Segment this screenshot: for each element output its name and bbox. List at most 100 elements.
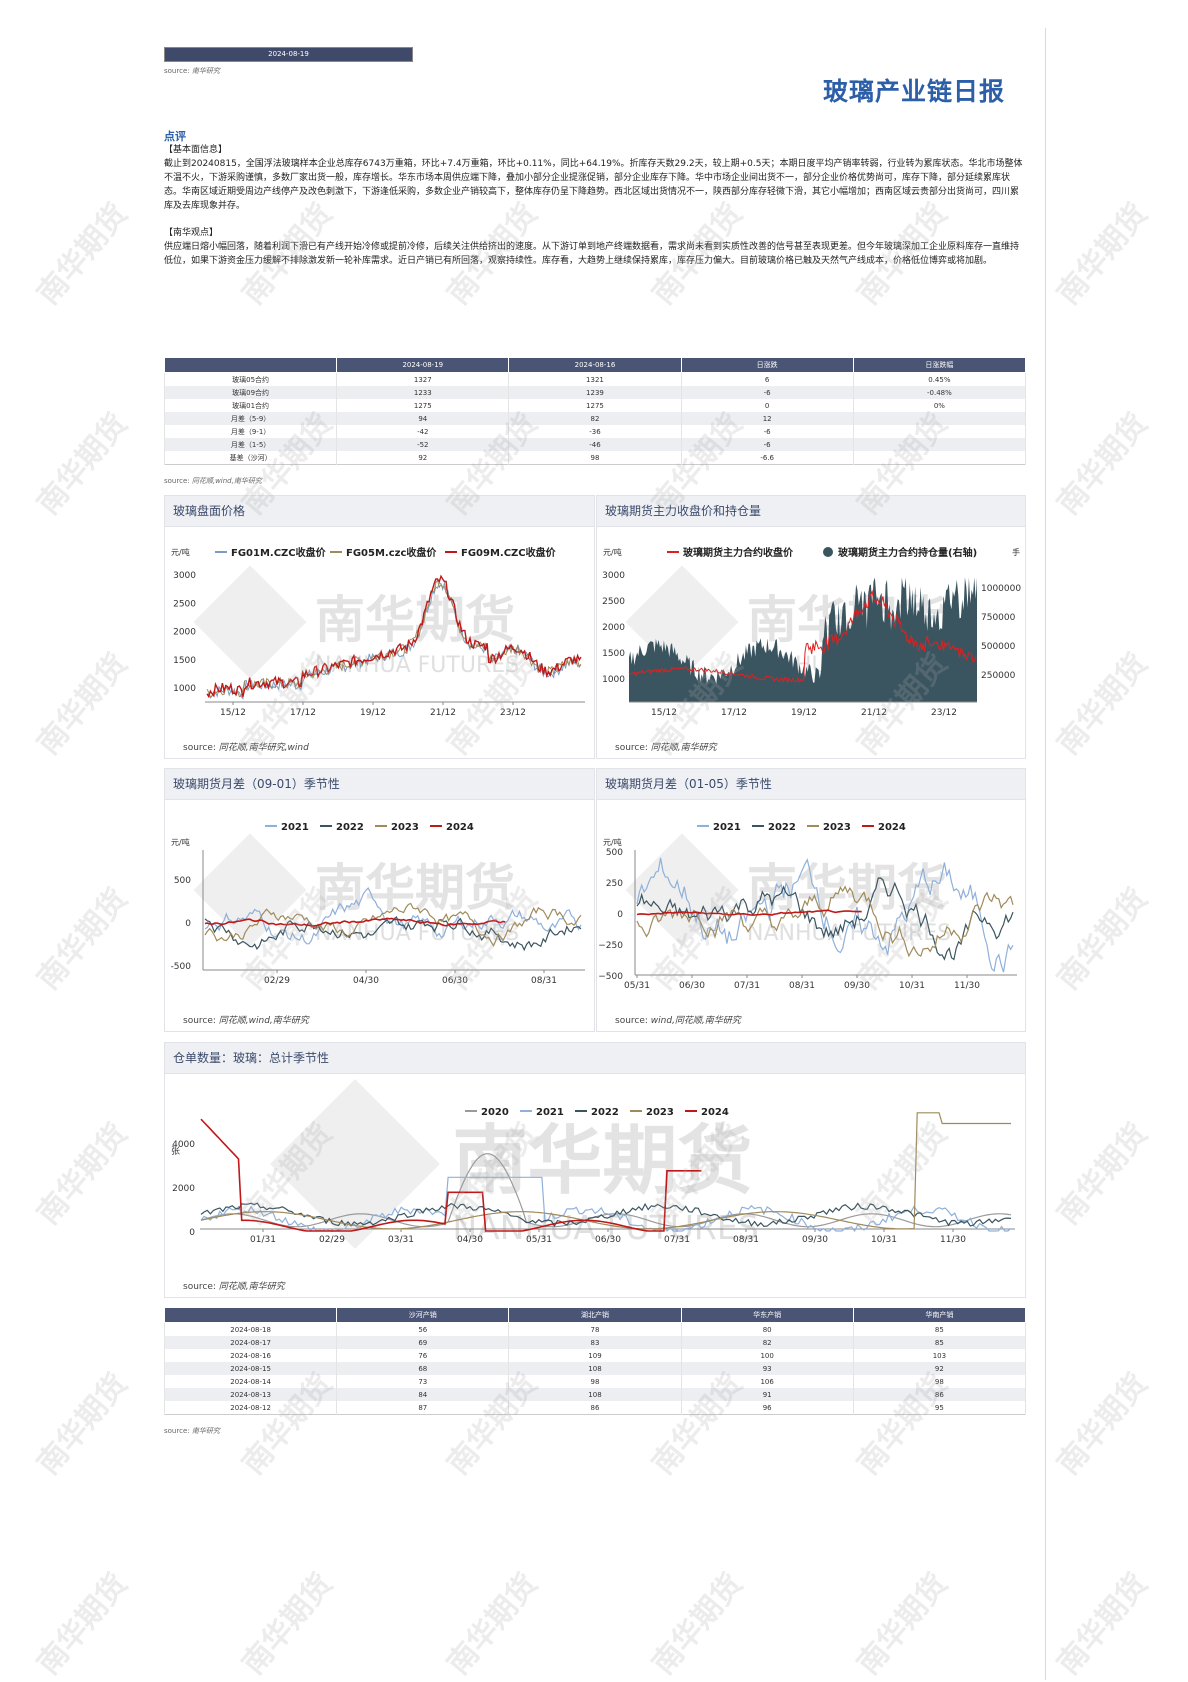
column-header: [163, 1307, 338, 1323]
y-axis-unit-right: 手: [1012, 547, 1020, 557]
table-cell: 73: [336, 1375, 510, 1388]
watermark-logo-mark: [193, 565, 307, 679]
x-tick-label: 21/12: [861, 708, 887, 718]
legend-label: 2024: [446, 822, 474, 833]
price-table-row: 基差（沙河） 92 98 -6.6: [163, 451, 1027, 465]
table-cell: 108: [508, 1388, 682, 1401]
table-cell: 85: [852, 1322, 1027, 1336]
legend-label: FG05M.czc收盘价: [346, 546, 437, 559]
table-cell: 6: [680, 372, 854, 386]
sales-table-row: 2024-08-17 69 83 82 85: [163, 1336, 1027, 1349]
basic-info-text: 截止到20240815，全国浮法玻璃样本企业总库存6743万重箱，环比+7.4万…: [164, 159, 1023, 211]
table-cell: 82: [508, 412, 682, 425]
table-cell: 2024-08-17: [163, 1336, 338, 1349]
x-tick-label: 23/12: [931, 708, 957, 718]
table-cell: 98: [508, 1375, 682, 1388]
table-cell: 2024-08-13: [163, 1388, 338, 1401]
y-tick-label: 500: [174, 876, 191, 886]
price-series-line: [206, 574, 582, 699]
y-tick-label: 2000: [173, 628, 196, 638]
price-table: 2024-08-19 2024-08-16 日涨跌 日涨跌幅 玻璃05合约 1327 132…: [163, 357, 1027, 465]
source-name: 同花顺,南华研究: [650, 743, 717, 753]
y-tick-label: -500: [171, 962, 192, 972]
legend-label: 玻璃期货主力合约收盘价: [683, 546, 794, 559]
panel-spread-09-01-chart: 玻璃期货月差（09-01）季节性 南华期货 NANHUA FUTURES 元/吨 20…: [164, 768, 595, 1032]
column-header: 沙河产销: [336, 1307, 510, 1323]
receipt-series-line: [200, 1202, 1012, 1228]
chart-source: source: 同花顺,南华研究,wind: [183, 740, 309, 753]
table-cell: 109: [508, 1349, 682, 1362]
table-cell: 83: [508, 1336, 682, 1349]
table-cell: 玻璃05合约: [163, 372, 338, 386]
y-axis-unit: 张: [171, 1146, 180, 1157]
nanhua-view-text: 供应端日熔小幅回落，随着利润下滑已有产线开始冷修或提前冷修，后续关注供给挤出的速…: [164, 242, 1020, 266]
legend-label: 2021: [281, 822, 309, 833]
legend-label: 2024: [701, 1107, 729, 1118]
x-tick-label: 11/30: [954, 981, 980, 991]
legend-label: 2022: [336, 822, 364, 833]
x-tick-label: 17/12: [721, 708, 747, 718]
table-cell: 2024-08-15: [163, 1362, 338, 1375]
source-prefix: source:: [615, 1016, 648, 1026]
x-tick-label: 09/30: [844, 981, 870, 991]
table-cell: 玻璃01合约: [163, 399, 338, 412]
price-chart: 南华期货 NANHUA FUTURES 元/吨 FG01M.CZC收盘价 FG05M.c…: [171, 546, 585, 718]
table-cell: 80: [680, 1322, 854, 1336]
watermark-stamp: 南华期货: [1050, 647, 1155, 762]
y-tick-label: 1500: [602, 649, 625, 659]
price-table-row: 玻璃05合约 1327 1321 6 0.45%: [163, 372, 1027, 386]
nanhua-view-title: 【南华观点】: [164, 228, 219, 238]
table-cell: 100: [680, 1349, 854, 1362]
price-table-row: 玻璃01合约 1275 1275 0 0%: [163, 399, 1027, 412]
table-cell: 98: [852, 1375, 1027, 1388]
column-header: 2024-08-16: [508, 357, 682, 373]
table-cell: 92: [852, 1362, 1027, 1375]
source-name: 同花顺,wind,南华研究: [218, 1016, 309, 1026]
panel-title: 仓单数量：玻璃：总计季节性: [165, 1043, 1025, 1074]
table-cell: 12: [680, 412, 854, 425]
x-tick-label: 08/31: [733, 1235, 759, 1245]
source-prefix: source:: [164, 477, 190, 485]
receipt-series-line: [200, 1118, 702, 1232]
column-header: 2024-08-19: [336, 357, 510, 373]
basic-info-title: 【基本面信息】: [164, 145, 228, 155]
table-cell: 94: [336, 412, 510, 425]
legend-label: 2024: [878, 822, 906, 833]
legend-label: 2021: [713, 822, 741, 833]
watermark-stamp: 南华期货: [235, 1567, 340, 1682]
source-name: 同花顺,wind,南华研究: [191, 477, 262, 485]
sales-table-row: 2024-08-13 84 108 91 86: [163, 1388, 1027, 1401]
season-series-line: [636, 885, 1014, 958]
x-tick-label: 23/12: [500, 708, 526, 718]
y-tick-label: 250: [606, 879, 623, 889]
watermark-logo-en: NANHUA FUTURES: [315, 653, 519, 678]
table-cell: [852, 412, 1027, 425]
panel-price-chart: 玻璃盘面价格 南华期货 NANHUA FUTURES 元/吨 FG01M.CZC收盘价…: [164, 495, 595, 759]
watermark-stamp: 南华期货: [30, 647, 135, 762]
open-interest-area: [629, 577, 977, 702]
y-tick-label: 2500: [173, 599, 196, 609]
y-axis-unit: 元/吨: [603, 837, 622, 847]
sales-table-row: 2024-08-16 76 109 100 103: [163, 1349, 1027, 1362]
table-cell: 基差（沙河）: [163, 451, 338, 465]
x-tick-label: 07/31: [734, 981, 760, 991]
header-source: source: 南华研究: [164, 66, 220, 76]
table-cell: 108: [508, 1362, 682, 1375]
table-cell: 95: [852, 1401, 1027, 1415]
report-date-bar: 2024-08-19: [164, 47, 413, 62]
column-header: [163, 357, 338, 373]
table-cell: 月差（5-9）: [163, 412, 338, 425]
panel-title: 玻璃期货主力收盘价和持仓量: [597, 496, 1025, 527]
panel-warehouse-receipt-chart: 仓单数量：玻璃：总计季节性 南华期货 NANHUA FUTURES 张 2020 202…: [164, 1042, 1026, 1298]
source-name: 南华研究: [191, 1427, 220, 1435]
table-cell: 93: [680, 1362, 854, 1375]
table-cell: 82: [680, 1336, 854, 1349]
table-cell: -42: [336, 425, 510, 438]
watermark-stamp: 南华期货: [1050, 1367, 1155, 1482]
x-tick-label: 11/30: [940, 1235, 966, 1245]
table-cell: 86: [508, 1401, 682, 1415]
x-tick-label: 03/31: [388, 1235, 414, 1245]
watermark-stamp: 南华期货: [645, 1567, 750, 1682]
